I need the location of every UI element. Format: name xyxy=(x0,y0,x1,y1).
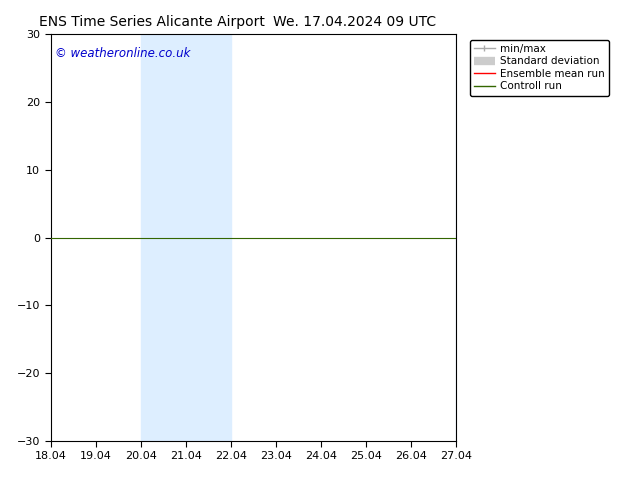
Text: We. 17.04.2024 09 UTC: We. 17.04.2024 09 UTC xyxy=(273,15,437,29)
Text: © weatheronline.co.uk: © weatheronline.co.uk xyxy=(55,47,190,59)
Legend: min/max, Standard deviation, Ensemble mean run, Controll run: min/max, Standard deviation, Ensemble me… xyxy=(470,40,609,96)
Text: ENS Time Series Alicante Airport: ENS Time Series Alicante Airport xyxy=(39,15,265,29)
Bar xyxy=(141,34,231,441)
Bar xyxy=(456,34,477,441)
